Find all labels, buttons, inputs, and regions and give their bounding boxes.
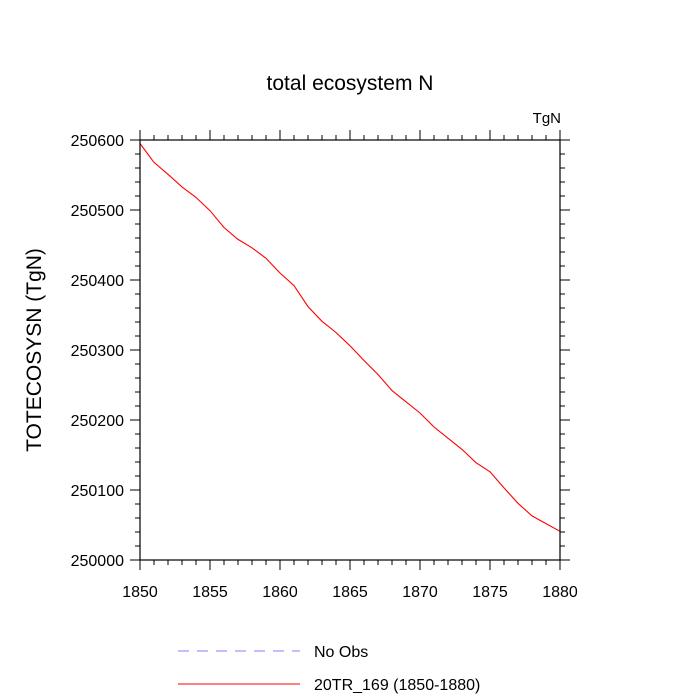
x-tick-label: 1865 — [332, 584, 368, 601]
y-tick-label: 250600 — [71, 133, 124, 150]
y-tick-label: 250500 — [71, 203, 124, 220]
x-tick-label: 1855 — [192, 584, 228, 601]
x-tick-label: 1850 — [122, 584, 158, 601]
y-axis-label: TOTECOSYSN (TgN) — [23, 248, 46, 452]
x-tick-label: 1860 — [262, 584, 298, 601]
y-tick-label: 250200 — [71, 413, 124, 430]
series-line-1 — [139, 143, 561, 532]
x-tick-label: 1880 — [542, 584, 578, 601]
legend-label-no-obs: No Obs — [314, 644, 368, 661]
legend-label-20tr-169: 20TR_169 (1850-1880) — [314, 677, 480, 694]
units-label: TgN — [533, 110, 561, 127]
chart-title: total ecosystem N — [267, 72, 434, 95]
y-tick-label: 250000 — [71, 553, 124, 570]
y-tick-label: 250400 — [71, 273, 124, 290]
y-tick-label: 250300 — [71, 343, 124, 360]
x-tick-label: 1870 — [402, 584, 438, 601]
x-tick-label: 1875 — [472, 584, 508, 601]
plot-frame — [139, 139, 561, 561]
y-tick-label: 250100 — [71, 483, 124, 500]
